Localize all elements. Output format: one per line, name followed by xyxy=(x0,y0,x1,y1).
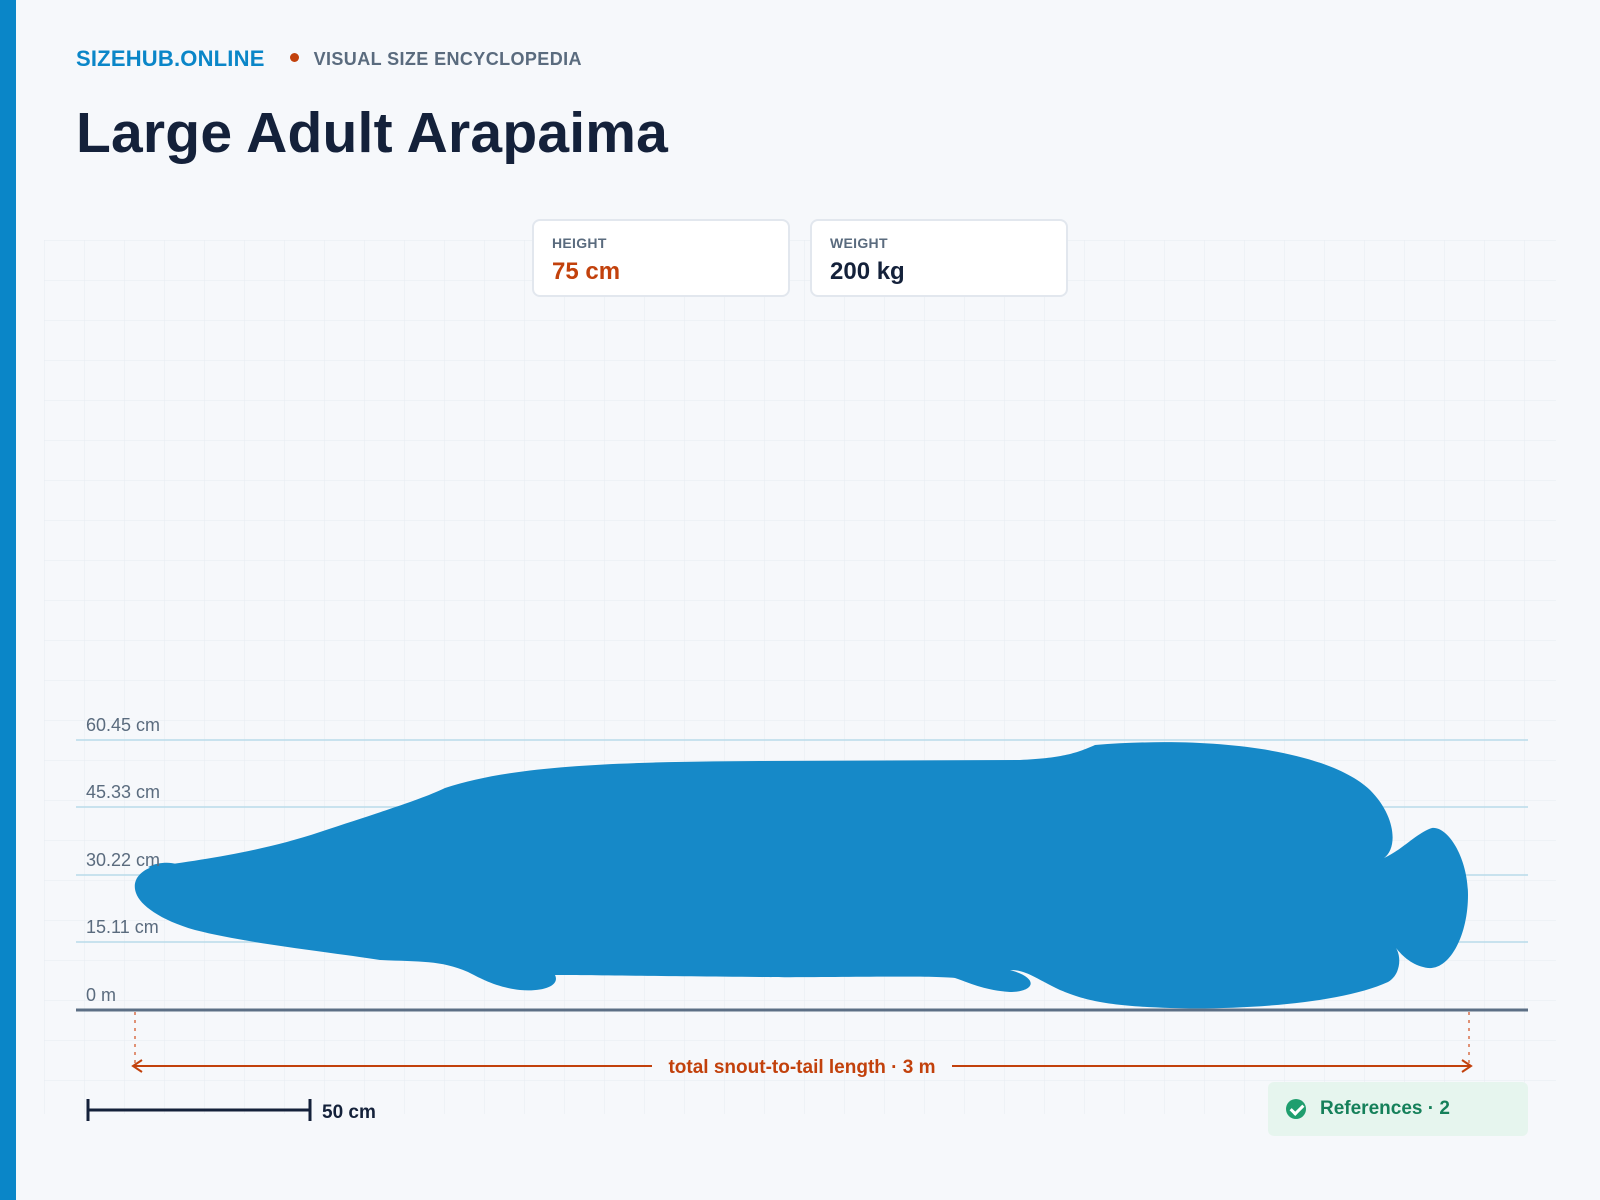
arapaima-silhouette xyxy=(134,742,1469,1009)
references-label: References · 2 xyxy=(1320,1098,1450,1119)
level-label: 15.11 cm xyxy=(86,917,159,937)
accent-bar xyxy=(0,0,16,1200)
weight-label: WEIGHT xyxy=(830,235,888,251)
level-label: 60.45 cm xyxy=(86,715,160,735)
level-label: 0 m xyxy=(86,985,116,1005)
weight-value: 200 kg xyxy=(830,258,905,285)
scale-bar: 50 cm xyxy=(86,1099,376,1123)
separator-dot xyxy=(289,52,299,62)
height-value: 75 cm xyxy=(552,258,621,285)
height-label: HEIGHT xyxy=(552,235,607,251)
arrow-left-icon xyxy=(131,1059,143,1073)
arrow-right-icon xyxy=(1461,1059,1473,1073)
height-labels: 60.45 cm 45.33 cm 30.22 cm 15.11 cm 0 m xyxy=(86,715,160,1005)
references-button[interactable]: References · 2 xyxy=(1268,1082,1528,1136)
level-label: 45.33 cm xyxy=(86,782,160,802)
site-tagline: VISUAL SIZE ENCYCLOPEDIA xyxy=(313,48,582,69)
check-circle-icon xyxy=(1286,1099,1306,1119)
level-label: 30.22 cm xyxy=(86,850,160,870)
site-brand[interactable]: SIZEHUB.ONLINE xyxy=(76,46,265,71)
page-title: Large Adult Arapaima xyxy=(76,101,669,165)
length-dimension: total snout-to-tail length · 3 m xyxy=(131,1012,1473,1078)
header-brand-row: SIZEHUB.ONLINE VISUAL SIZE ENCYCLOPEDIA xyxy=(76,46,582,72)
scale-bar-label: 50 cm xyxy=(322,1102,376,1123)
length-label: total snout-to-tail length · 3 m xyxy=(668,1057,935,1078)
height-card: HEIGHT 75 cm xyxy=(532,219,790,297)
weight-card: WEIGHT 200 kg xyxy=(810,219,1068,297)
